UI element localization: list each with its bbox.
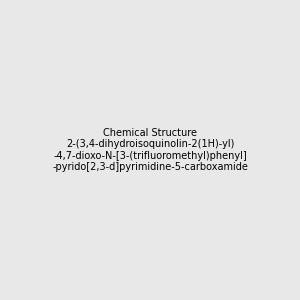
Text: Chemical Structure
2-(3,4-dihydroisoquinolin-2(1H)-yl)
-4,7-dioxo-N-[3-(trifluor: Chemical Structure 2-(3,4-dihydroisoquin… [52,128,248,172]
